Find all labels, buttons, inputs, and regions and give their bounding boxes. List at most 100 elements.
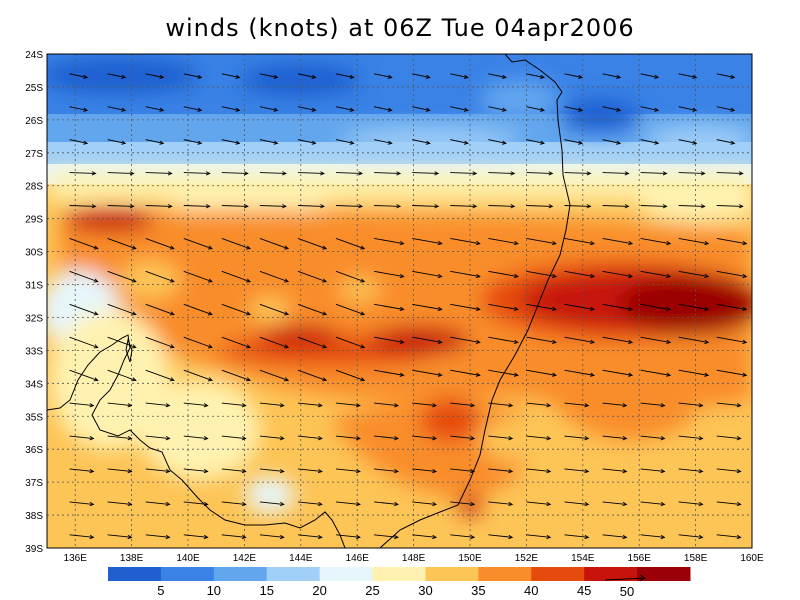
colorbar-label: 10 bbox=[207, 583, 221, 598]
wind-arrow bbox=[564, 468, 590, 474]
lon-tick-label: 148E bbox=[402, 553, 426, 564]
wind-arrow bbox=[716, 106, 736, 112]
wind-arrow bbox=[716, 303, 748, 312]
wind-arrow bbox=[107, 204, 135, 209]
wind-arrow bbox=[183, 270, 213, 283]
wind-arrow bbox=[450, 534, 476, 540]
lon-tick-label: 158E bbox=[684, 553, 708, 564]
wind-arrow bbox=[526, 336, 557, 344]
wind-arrow bbox=[678, 534, 704, 540]
wind-arrow bbox=[259, 204, 287, 209]
wind-arrow bbox=[640, 237, 672, 246]
wind-arrow bbox=[297, 238, 328, 250]
wind-arrow bbox=[488, 501, 514, 507]
wind-arrow bbox=[526, 204, 554, 209]
wind-arrow bbox=[221, 73, 241, 79]
gridlines bbox=[47, 54, 752, 548]
colorbar-swatch bbox=[160, 567, 215, 581]
wind-arrow bbox=[450, 435, 476, 441]
wind-arrow bbox=[336, 402, 361, 408]
wind-arrow bbox=[450, 106, 469, 112]
wind-arrow bbox=[183, 369, 213, 382]
wind-arrow bbox=[412, 73, 431, 79]
wind-arrow bbox=[374, 435, 400, 441]
wind-arrow bbox=[640, 402, 666, 408]
colorbar-swatch bbox=[425, 567, 479, 581]
wind-arrow bbox=[640, 468, 666, 474]
colorbar-swatch bbox=[478, 567, 532, 581]
wind-arrow bbox=[107, 106, 127, 112]
wind-arrow bbox=[488, 171, 516, 176]
wind-arrow bbox=[145, 106, 165, 112]
wind-arrow bbox=[183, 303, 213, 316]
wind-arrow bbox=[183, 402, 209, 408]
wind-arrow bbox=[716, 270, 748, 279]
wind-arrow bbox=[526, 435, 552, 441]
wind-arrow bbox=[564, 303, 596, 312]
wind-arrow bbox=[336, 171, 364, 176]
wind-arrow bbox=[450, 369, 481, 377]
wind-arrow bbox=[412, 534, 438, 540]
coastline bbox=[47, 54, 571, 548]
wind-arrow bbox=[526, 139, 546, 145]
wind-arrow bbox=[640, 435, 666, 441]
wind-arrow bbox=[69, 303, 99, 316]
wind-arrow bbox=[107, 139, 127, 145]
wind-arrow bbox=[640, 534, 666, 540]
wind-arrow bbox=[145, 501, 171, 507]
wind-arrow bbox=[678, 336, 710, 344]
wind-arrow bbox=[716, 73, 736, 79]
wind-arrow bbox=[716, 402, 742, 408]
wind-arrow bbox=[640, 139, 660, 145]
wind-arrow bbox=[221, 402, 247, 408]
wind-arrow bbox=[221, 303, 252, 316]
wind-arrow bbox=[374, 106, 393, 112]
wind-arrow bbox=[335, 336, 366, 349]
wind-arrow bbox=[526, 237, 557, 246]
colorbar-swatch bbox=[637, 567, 691, 581]
wind-arrow bbox=[297, 139, 317, 145]
colorbar-label: 30 bbox=[418, 583, 432, 598]
colorbar-label: 5 bbox=[157, 583, 164, 598]
wind-arrow bbox=[450, 501, 476, 507]
wind-arrow bbox=[221, 336, 252, 349]
axis-tick-labels: 136E 138E 140E 142E 144E 146E 148E 150E 152E 154E… bbox=[25, 50, 764, 564]
wind-arrow bbox=[564, 369, 596, 377]
wind-arrow bbox=[716, 237, 748, 246]
lat-tick-label: 39S bbox=[25, 544, 43, 555]
wind-arrow bbox=[374, 73, 393, 79]
wind-arrow bbox=[564, 270, 596, 279]
wind-arrow bbox=[69, 468, 95, 474]
lat-tick-label: 38S bbox=[25, 511, 43, 522]
wind-arrow bbox=[716, 204, 744, 209]
wind-arrow bbox=[640, 171, 668, 176]
colorbar-label: 15 bbox=[259, 583, 273, 598]
reference-vector bbox=[604, 577, 646, 581]
wind-arrow bbox=[297, 435, 323, 441]
wind-arrow bbox=[335, 369, 366, 382]
wind-arrow bbox=[526, 402, 552, 408]
wind-arrow bbox=[526, 106, 546, 112]
wind-arrow bbox=[107, 435, 133, 441]
wind-arrow bbox=[488, 435, 514, 441]
wind-arrow bbox=[145, 402, 171, 408]
wind-arrow bbox=[412, 237, 443, 246]
wind-arrow bbox=[602, 270, 634, 279]
wind-arrow bbox=[488, 139, 507, 145]
wind-arrow bbox=[336, 435, 361, 441]
colorbar-label: 25 bbox=[365, 583, 379, 598]
wind-arrow bbox=[297, 204, 325, 209]
wind-arrow bbox=[69, 171, 97, 176]
wind-arrow bbox=[678, 204, 706, 209]
wind-arrow bbox=[640, 336, 672, 344]
wind-arrow bbox=[145, 534, 171, 540]
colorbar-swatch bbox=[372, 567, 426, 581]
lon-tick-label: 146E bbox=[346, 553, 370, 564]
wind-arrow bbox=[564, 336, 596, 344]
lon-tick-label: 144E bbox=[289, 553, 313, 564]
wind-arrow bbox=[374, 501, 400, 507]
wind-arrow bbox=[145, 171, 173, 176]
lon-tick-label: 150E bbox=[458, 553, 482, 564]
wind-arrow bbox=[374, 171, 402, 176]
